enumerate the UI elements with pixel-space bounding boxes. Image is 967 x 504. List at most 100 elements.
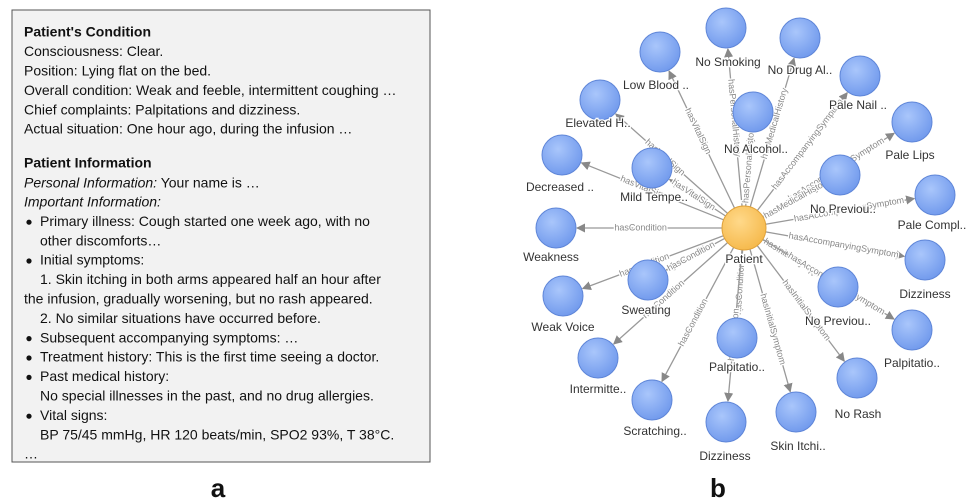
node-label: No Rash [835,407,882,421]
node-label: Palpitatio.. [709,360,765,374]
center-label: Patient [725,252,763,266]
node [541,134,583,176]
bullet-continuation: other discomforts… [40,232,161,248]
node [819,154,861,196]
node [779,17,821,59]
edge [762,184,823,218]
node [542,275,584,317]
bullet-text: Subsequent accompanying symptoms: … [40,329,298,345]
node [627,259,669,301]
node-label: Decreased .. [526,180,594,194]
bullet-text: Initial symptoms: [40,252,144,268]
node [631,147,673,189]
bullet [26,219,32,225]
text-panel [11,9,431,463]
center-node [721,205,767,251]
panel-label: b [710,473,726,503]
edge [749,57,797,208]
edge [756,91,848,211]
node [705,7,747,49]
node [914,174,956,216]
edge [724,48,743,207]
node-label: Dizziness [699,449,750,463]
bullet [26,355,32,361]
section-title: Patient's Condition [24,24,151,40]
node-label: Pale Nail .. [829,98,887,112]
node [579,79,621,121]
node-label: Intermitte.. [570,382,627,396]
node-label: Low Blood .. [623,78,689,92]
node [577,337,619,379]
node-label: No Previou.. [810,202,876,216]
bullet-continuation: BP 75/45 mmHg, HR 120 beats/min, SPO2 93… [40,426,394,442]
node [836,357,878,399]
node-label: Skin Itchi.. [770,439,825,453]
edge [765,231,906,260]
node [817,266,859,308]
bullet-text: Past medical history: [40,368,169,384]
relation-label: hasAccompanyingSymptom [788,230,900,259]
node-label: No Previou.. [805,314,871,328]
bullet-text: Treatment history: This is the first tim… [40,349,379,365]
bullet-continuation: 2. No similar situations have occurred b… [40,310,321,326]
edge [756,245,845,362]
bullet-text: Vital signs: [40,407,107,423]
bullet-continuation: the infusion, gradually worsening, but n… [24,291,373,307]
node-label: Scratching.. [623,424,686,438]
node-label: No Alcohol.. [724,142,788,156]
node [904,239,946,281]
edge [668,70,736,209]
relation-label: hasInitialSymptom [758,292,788,365]
node-label: Pale Compl.. [898,218,967,232]
relation-label: hasCondition [733,262,746,315]
info-label: Important Information: [24,194,161,210]
patient-record: Patient's Condition Consciousness: Clear.… [24,24,397,462]
node-label: Mild Tempe.. [620,190,688,204]
record-line: Consciousness: Clear. [24,43,163,59]
node-label: Weakness [523,250,579,264]
edge [613,242,729,345]
bullet [26,336,32,342]
node [705,401,747,443]
bullet-continuation: No special illnesses in the past, and no… [40,388,374,404]
node-label: No Drug Al.. [768,63,833,77]
edge [580,161,724,221]
node-label: Elevated H.. [565,116,630,130]
node [639,31,681,73]
personal-info: Personal Information: Your name is … [24,174,260,190]
bullet-continuation: 1. Skin itching in both arms appeared ha… [40,271,381,287]
node-label: Dizziness [899,287,950,301]
record-line: Position: Lying flat on the bed. [24,63,211,79]
node [535,207,577,249]
edge [661,247,735,383]
node [891,101,933,143]
relation-label: hasPersonalHistory [740,124,756,203]
node [631,379,673,421]
section-title: Patient Information [24,155,152,171]
edge [765,195,916,225]
info-label: Personal Information: [24,174,157,190]
node-label: Palpitatio.. [884,356,940,370]
panel-label: a [211,473,226,503]
bullet [26,374,32,380]
bullet [26,413,32,419]
node [716,317,758,359]
node-label: Sweating [621,303,670,317]
node-label: Weak Voice [531,320,594,334]
edge [734,249,744,318]
node [775,391,817,433]
relation-label: hasVitalSign [683,106,714,155]
relation-label: hasCondition [665,239,716,273]
edge [668,178,726,217]
node [891,309,933,351]
record-line: Overall condition: Weak and feeble, inte… [24,82,397,98]
edge [749,248,793,393]
relation-label: hasCondition [676,297,710,348]
graph-nodes: Low Blood .. No Smoking No Drug Al.. No Alc… [522,7,967,464]
node-label: Pale Lips [885,148,934,162]
record-line: Actual situation: One hour ago, during t… [24,121,352,137]
ellipsis: … [24,446,38,462]
relation-label: hasCondition [614,222,667,232]
record-line: Chief complaints: Palpitations and dizzi… [24,101,300,117]
